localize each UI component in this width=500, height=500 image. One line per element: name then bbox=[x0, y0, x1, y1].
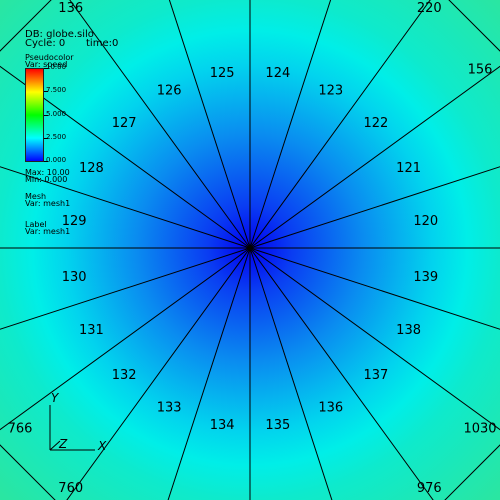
node-label: 220 bbox=[417, 1, 442, 16]
zone-label: 120 bbox=[413, 214, 438, 229]
mesh-spoke bbox=[167, 247, 251, 500]
label-title: Label bbox=[25, 220, 47, 229]
pseudocolor-legend-bar bbox=[25, 68, 44, 162]
time-label: time:0 bbox=[86, 38, 119, 49]
zone-label: 136 bbox=[318, 401, 343, 416]
legend-tick-label: 10.00 bbox=[46, 63, 67, 71]
legend-tickmark bbox=[44, 138, 48, 139]
cycle-label: Cycle: 0 bbox=[25, 38, 66, 49]
zone-label: 130 bbox=[62, 270, 87, 285]
mesh-spoke bbox=[249, 247, 500, 330]
mesh-spoke bbox=[66, 247, 251, 500]
zone-label: 134 bbox=[210, 418, 235, 433]
zone-label: 137 bbox=[363, 368, 388, 383]
triad-z-label: Z bbox=[58, 437, 68, 451]
pseudocolor-title: Pseudocolor bbox=[25, 53, 74, 62]
zone-label: 135 bbox=[265, 418, 290, 433]
mesh-spoke bbox=[249, 247, 434, 500]
legend-tick-label: 2.500 bbox=[46, 133, 67, 141]
legend-tickmark bbox=[44, 68, 48, 69]
zone-label: 123 bbox=[318, 83, 343, 98]
mesh-spoke bbox=[249, 166, 500, 249]
node-label: 1030 bbox=[463, 421, 496, 436]
node-label: 136 bbox=[58, 1, 83, 16]
mesh-spoke bbox=[249, 247, 333, 500]
triad-x-label: X bbox=[97, 439, 107, 453]
zone-label: 128 bbox=[79, 161, 104, 176]
zone-label: 132 bbox=[112, 368, 137, 383]
mesh-spoke bbox=[0, 247, 251, 431]
legend-max-label: Max: 10.00 bbox=[25, 168, 70, 177]
mesh-spoke bbox=[249, 247, 500, 431]
legend-min-label: Min: 0.000 bbox=[25, 175, 68, 184]
mesh-spoke bbox=[249, 0, 431, 249]
zone-label: 131 bbox=[79, 323, 104, 338]
node-labels: 220 156 1030 976 760 766 136 bbox=[8, 1, 497, 496]
node-label: 766 bbox=[8, 421, 33, 436]
mesh-spoke bbox=[249, 65, 500, 249]
triad-y-label: Y bbox=[51, 391, 60, 405]
database-label: DB: globe.silo bbox=[25, 29, 94, 40]
pseudocolor-var: Var: speed bbox=[25, 60, 68, 69]
legend-tick-label: 7.500 bbox=[46, 86, 67, 94]
zone-label: 125 bbox=[210, 66, 235, 81]
mesh-spoke bbox=[168, 0, 251, 249]
node-label: 976 bbox=[417, 481, 442, 496]
zone-label: 133 bbox=[157, 401, 182, 416]
zone-label: 121 bbox=[396, 161, 421, 176]
legend-tick-label: 0.000 bbox=[46, 156, 67, 164]
zone-label: 138 bbox=[396, 323, 421, 338]
legend-tick-label: 5.000 bbox=[46, 110, 67, 118]
legend-tickmark bbox=[44, 91, 48, 92]
node-label: 156 bbox=[468, 63, 493, 78]
zone-labels: 124 123 122 121 120 139 138 137 136 135 134 133 132 1… bbox=[62, 66, 438, 433]
zone-label: 124 bbox=[265, 66, 290, 81]
mesh-spoke bbox=[0, 247, 251, 330]
node-label: 760 bbox=[58, 481, 83, 496]
mesh-spoke bbox=[249, 0, 332, 249]
mesh-spoke bbox=[69, 0, 251, 249]
legend-tickmark bbox=[44, 115, 48, 116]
zone-label: 122 bbox=[363, 116, 388, 131]
mesh-spoke bbox=[0, 65, 251, 249]
mesh-title: Mesh bbox=[25, 192, 47, 201]
zone-label: 126 bbox=[157, 83, 182, 98]
axis-triad: X Y Z bbox=[49, 391, 107, 453]
zone-label: 139 bbox=[413, 270, 438, 285]
mesh-var: Var: mesh1 bbox=[25, 199, 71, 208]
mesh-spoke bbox=[0, 166, 251, 249]
zone-label: 127 bbox=[112, 116, 137, 131]
label-var: Var: mesh1 bbox=[25, 227, 71, 236]
zone-label: 129 bbox=[62, 214, 87, 229]
legend-tickmark bbox=[44, 161, 48, 162]
